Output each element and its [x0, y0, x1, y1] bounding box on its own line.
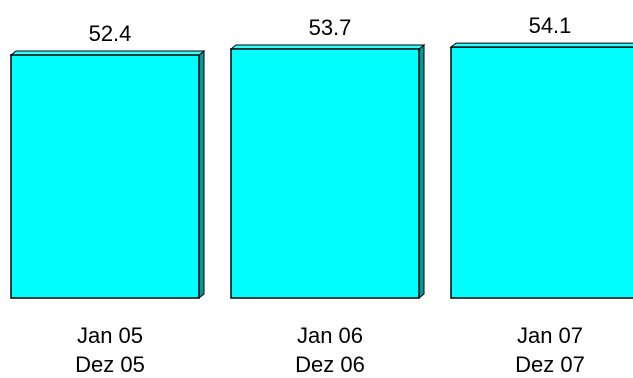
data-label: 54.1 [529, 13, 572, 38]
x-tick-label: Dez 05 [75, 352, 145, 377]
data-label: 53.7 [309, 15, 352, 40]
x-tick-label: Dez 07 [515, 352, 585, 377]
bar [450, 46, 633, 299]
x-tick-label: Jan 05 [77, 323, 143, 348]
bar [230, 48, 420, 299]
bar-group-2 [449, 42, 633, 299]
data-label: 52.4 [89, 21, 132, 46]
bar-group-1 [229, 43, 426, 300]
bar [10, 54, 200, 299]
x-tick-label: Dez 06 [295, 352, 365, 377]
x-tick-label: Jan 07 [517, 323, 583, 348]
bar-group-0 [9, 49, 206, 300]
x-tick-label: Jan 06 [297, 323, 363, 348]
